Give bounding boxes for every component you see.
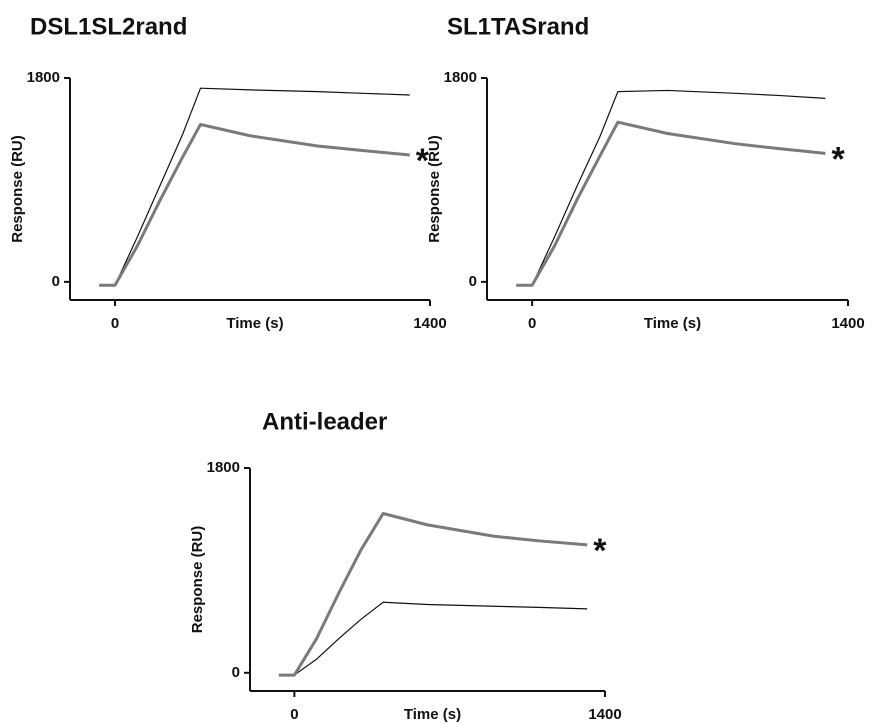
chart-title: Anti-leader <box>262 408 387 435</box>
series-line <box>99 87 410 286</box>
x-tick-label: 0 <box>528 315 536 332</box>
annotation: * <box>416 142 430 180</box>
y-tick-label: 1800 <box>444 69 477 86</box>
y-tick-label: 0 <box>232 664 240 681</box>
chart-title: DSL1SL2rand <box>30 13 187 40</box>
x-axis-label: Time (s) <box>644 315 701 332</box>
series-line <box>516 120 826 287</box>
series-line <box>516 89 826 286</box>
y-axis-label: Response (RU) <box>189 526 206 634</box>
x-tick-label: 1400 <box>413 315 446 332</box>
y-axis-label: Response (RU) <box>426 135 443 243</box>
x-tick-label: 0 <box>290 706 298 723</box>
chart-title: SL1TASrand <box>447 13 589 40</box>
series-line <box>278 601 588 676</box>
x-tick-label: 1400 <box>588 706 621 723</box>
series-line <box>99 122 410 287</box>
y-tick-label: 1800 <box>27 69 60 86</box>
y-axis-label: Response (RU) <box>9 135 26 243</box>
y-tick-label: 1800 <box>207 459 240 476</box>
series-line <box>278 512 588 677</box>
y-tick-label: 0 <box>469 273 477 290</box>
x-axis-label: Time (s) <box>226 315 283 332</box>
annotation: * <box>593 532 607 570</box>
annotation: * <box>831 140 845 178</box>
x-axis-label: Time (s) <box>404 706 461 723</box>
x-tick-label: 0 <box>111 315 119 332</box>
y-tick-label: 0 <box>52 273 60 290</box>
x-tick-label: 1400 <box>831 315 864 332</box>
